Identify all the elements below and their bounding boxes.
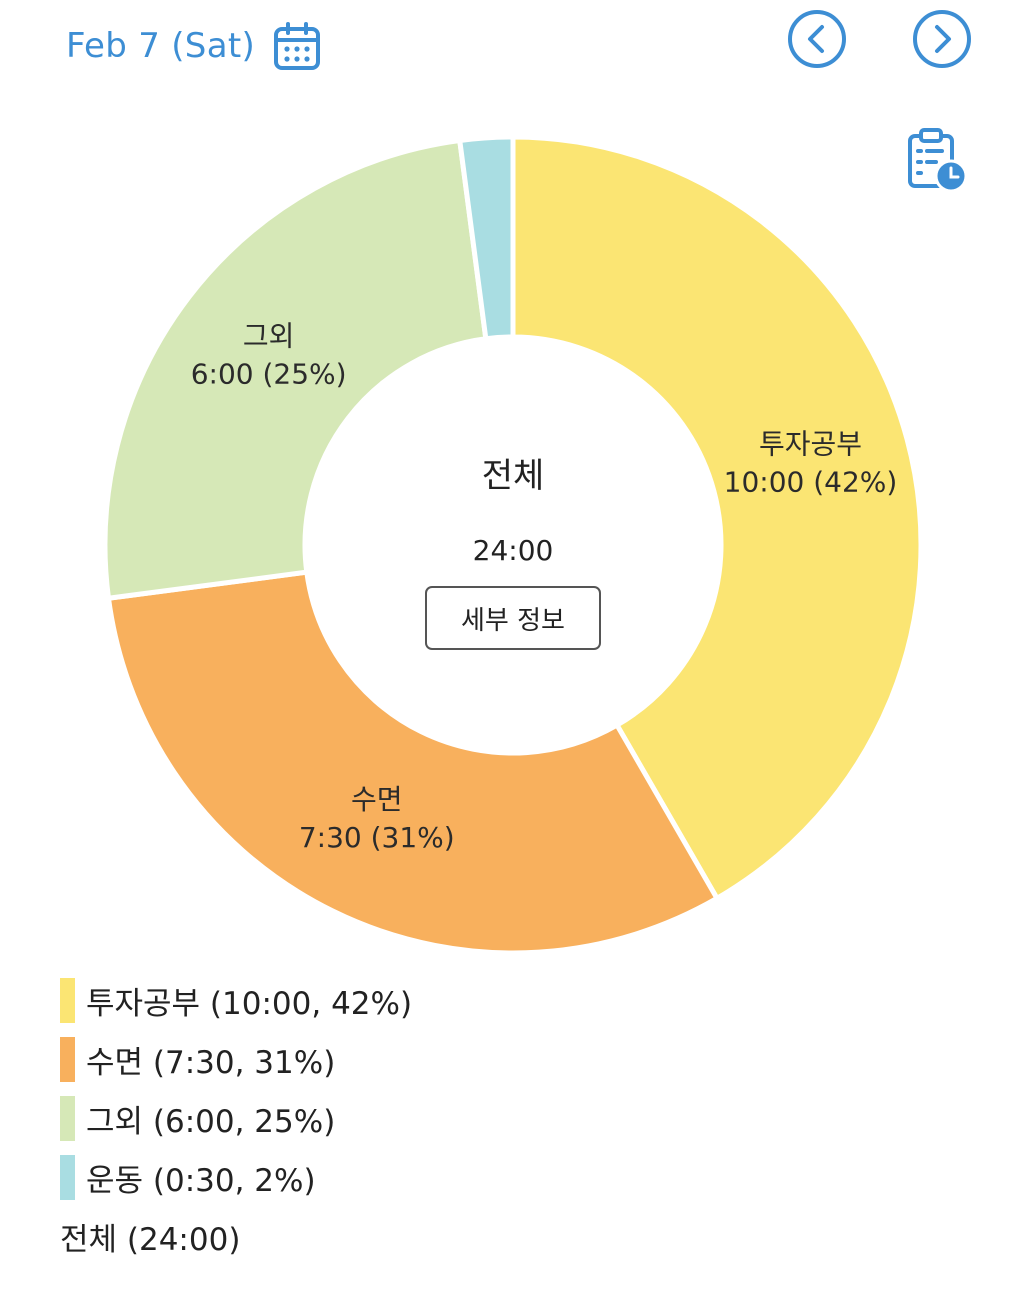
segment-label-value: 7:30 (31%) (299, 821, 455, 854)
legend-swatch (60, 1095, 75, 1141)
donut-segment-invest[interactable] (510, 134, 924, 902)
legend-item-sleep[interactable]: 수면 (7:30, 31%) (60, 1036, 960, 1082)
header: Feb 7 (Sat) (0, 0, 1026, 100)
donut-chart: 투자공부 10:00 (42%) 수면 7:30 (31%) 그외 6:00 (25%) … (102, 134, 924, 956)
legend-item-exercise[interactable]: 운동 (0:30, 2%) (60, 1154, 960, 1200)
detail-button[interactable]: 세부 정보 (425, 586, 601, 650)
donut-chart-svg: 투자공부 10:00 (42%) 수면 7:30 (31%) 그외 6:00 (25%) (102, 134, 924, 956)
legend-label: 운동 (0:30, 2%) (86, 1162, 316, 1199)
donut-segment-exercise[interactable] (456, 134, 516, 342)
legend-label: 그외 (6:00, 25%) (86, 1103, 336, 1140)
chevron-right-circle-icon[interactable] (911, 8, 973, 70)
segment-label-name: 수면 (351, 783, 403, 816)
legend: 투자공부 (10:00, 42%) 수면 (7:30, 31%) 그외 (6:0… (60, 977, 960, 1213)
legend-swatch (60, 1036, 75, 1082)
segment-label-value: 10:00 (42%) (724, 465, 898, 498)
legend-label: 투자공부 (10:00, 42%) (86, 985, 413, 1022)
legend-item-other[interactable]: 그외 (6:00, 25%) (60, 1095, 960, 1141)
legend-swatch (60, 977, 75, 1023)
calendar-icon[interactable] (272, 22, 322, 72)
legend-swatch (60, 1154, 75, 1200)
legend-label: 수면 (7:30, 31%) (86, 1044, 336, 1081)
legend-item-invest[interactable]: 투자공부 (10:00, 42%) (60, 977, 960, 1023)
center-total: 24:00 (472, 534, 554, 567)
segment-label-name: 그외 (243, 320, 295, 353)
chevron-left-circle-icon[interactable] (786, 8, 848, 70)
segment-label-value: 6:00 (25%) (191, 358, 347, 391)
clipboard-clock-icon[interactable] (904, 126, 968, 194)
center-title: 전체 (481, 456, 545, 496)
donut-segment-sleep[interactable] (105, 569, 721, 956)
date-label[interactable]: Feb 7 (Sat) (66, 26, 256, 66)
donut-segment-other[interactable] (102, 137, 489, 602)
segment-label-name: 투자공부 (759, 427, 862, 460)
legend-total: 전체 (24:00) (60, 1222, 241, 1258)
